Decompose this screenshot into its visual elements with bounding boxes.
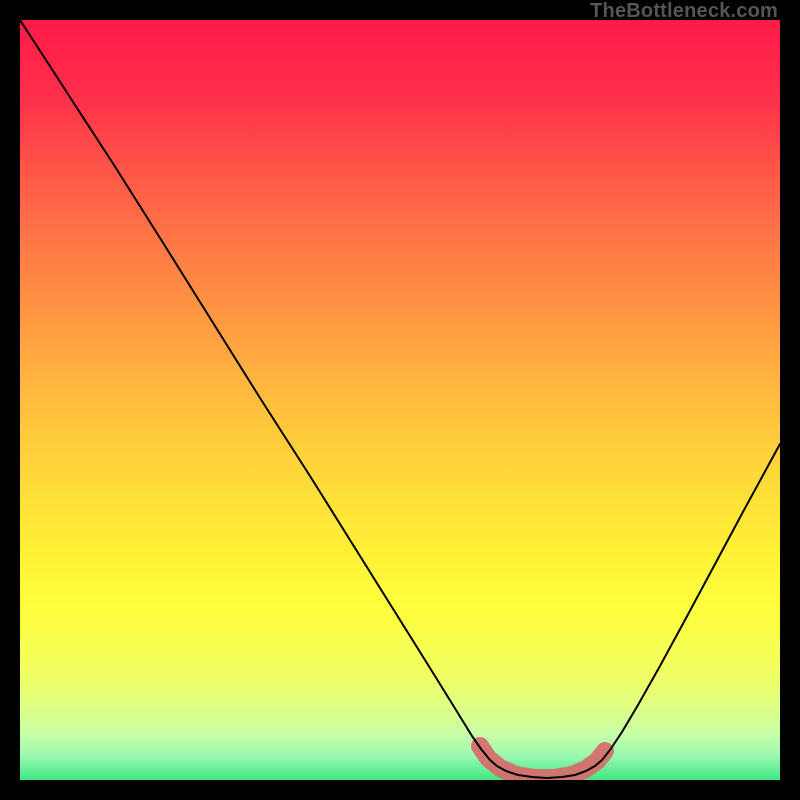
chart-frame: TheBottleneck.com: [0, 0, 800, 800]
accent-blob: [480, 746, 605, 778]
bottleneck-curve: [20, 20, 780, 778]
watermark-text: TheBottleneck.com: [590, 0, 778, 23]
curve-layer: [20, 20, 780, 780]
plot-area: [20, 20, 780, 780]
